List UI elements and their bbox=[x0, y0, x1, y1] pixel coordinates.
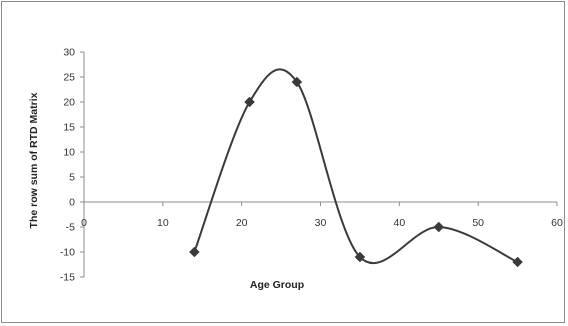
x-tick-label: 60 bbox=[551, 217, 563, 229]
y-tick-label: 15 bbox=[63, 122, 75, 134]
x-tick-label: 30 bbox=[315, 217, 327, 229]
x-tick-label: 10 bbox=[157, 217, 169, 229]
x-tick-label: 0 bbox=[81, 217, 87, 229]
x-axis-title: Age Group bbox=[250, 279, 304, 291]
y-axis: 30 25 20 15 10 5 0 -5 -10 -15 bbox=[60, 47, 85, 284]
x-tick-label: 20 bbox=[236, 217, 248, 229]
data-point bbox=[354, 251, 366, 263]
data-point bbox=[291, 76, 303, 88]
y-axis-title: The row sum of RTD Matrix bbox=[28, 92, 40, 228]
y-tick-label: 30 bbox=[63, 47, 75, 59]
x-tick-label: 40 bbox=[393, 217, 405, 229]
x-axis: 0 10 20 30 40 50 60 bbox=[81, 201, 563, 229]
y-tick-label: 0 bbox=[69, 197, 75, 209]
series bbox=[189, 68, 523, 268]
y-tick-label: -5 bbox=[66, 222, 75, 234]
y-tick-label: -15 bbox=[60, 272, 75, 284]
data-point bbox=[244, 96, 255, 108]
data-point bbox=[512, 256, 523, 268]
y-tick-label: 5 bbox=[69, 172, 75, 184]
x-tick-label: 50 bbox=[472, 217, 484, 229]
data-point bbox=[433, 221, 445, 233]
y-tick-label: 25 bbox=[63, 72, 75, 84]
series-line bbox=[193, 68, 518, 265]
y-tick-label: 20 bbox=[63, 97, 75, 109]
y-tick-label: -10 bbox=[60, 247, 75, 259]
y-tick-label: 10 bbox=[63, 147, 75, 159]
data-point bbox=[189, 246, 200, 258]
